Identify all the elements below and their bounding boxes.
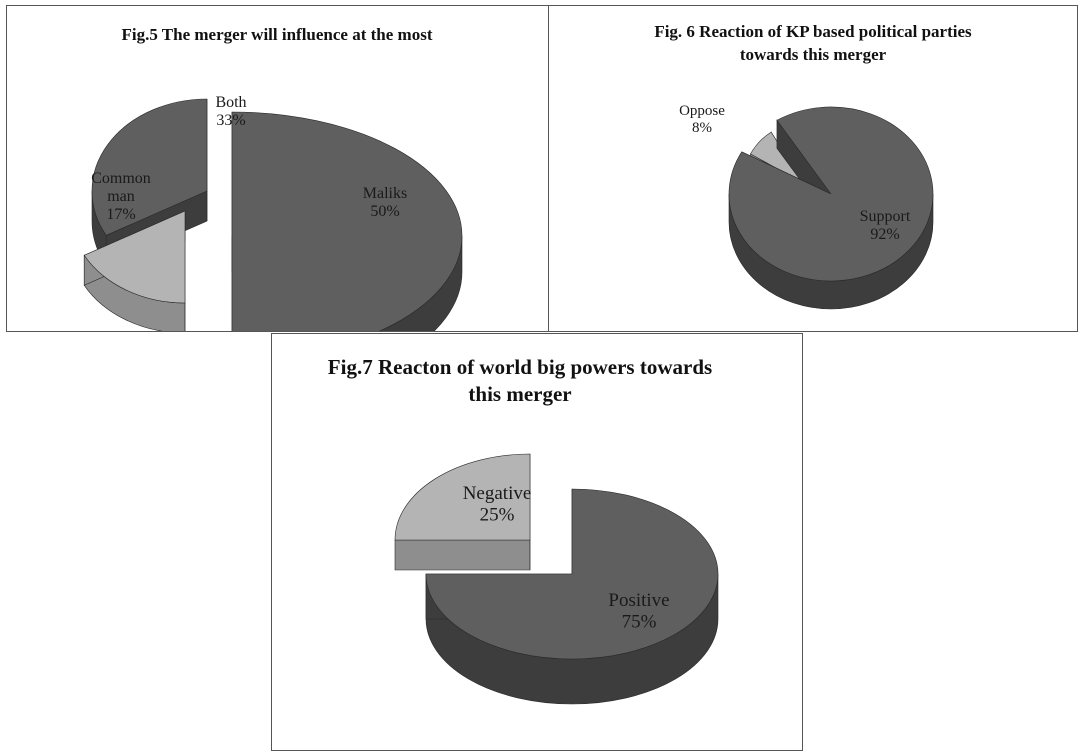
chart-panel-fig7: Fig.7 Reacton of world big powers toward… bbox=[271, 333, 803, 751]
chart-title-line-1: Fig.7 Reacton of world big powers toward… bbox=[328, 355, 712, 379]
data-label-maliks: Maliks 50% bbox=[363, 185, 407, 220]
pie-chart-fig5: Fig.5 The merger will influence at the m… bbox=[83, 25, 463, 331]
data-label-negative: Negative 25% bbox=[463, 483, 532, 525]
chart-title-line-2: towards this merger bbox=[740, 45, 887, 64]
data-label-oppose: Oppose 8% bbox=[679, 103, 725, 136]
chart-title-line-1: Fig. 6 Reaction of KP based political pa… bbox=[654, 22, 972, 41]
chart-panel-fig5: Fig.5 The merger will influence at the m… bbox=[6, 5, 549, 332]
chart-title: Fig.5 The merger will influence at the m… bbox=[122, 25, 433, 44]
chart-title-line-2: this merger bbox=[468, 382, 571, 406]
data-label-support: Support 92% bbox=[860, 208, 911, 243]
pie-slice-positive bbox=[425, 488, 719, 705]
data-label-both: Both 33% bbox=[215, 94, 246, 129]
chart-panel-fig6: Fig. 6 Reaction of KP based political pa… bbox=[548, 5, 1078, 332]
pie-slice-maliks bbox=[231, 111, 463, 331]
pie-chart-fig7: Fig.7 Reacton of world big powers toward… bbox=[328, 355, 719, 705]
pie-slice-negative bbox=[394, 453, 531, 571]
pie-chart-fig6: Fig. 6 Reaction of KP based political pa… bbox=[654, 22, 972, 310]
pie-slice-common-man bbox=[83, 210, 186, 331]
pie-slice-support bbox=[728, 106, 934, 310]
data-label-positive: Positive 75% bbox=[608, 590, 669, 632]
data-label-common-man: Common man 17% bbox=[91, 170, 151, 223]
